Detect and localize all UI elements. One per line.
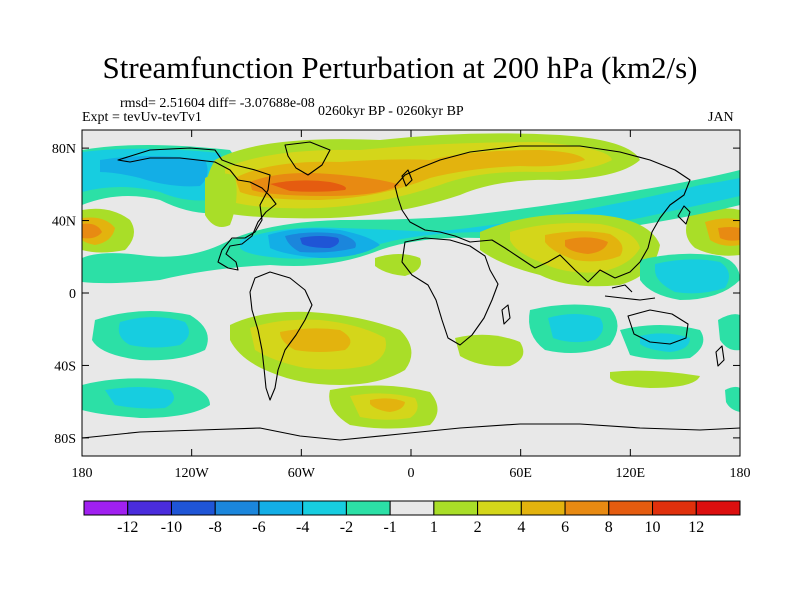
contour-region: [375, 254, 421, 276]
contour-region: [655, 259, 729, 294]
coastline-north-america: [117, 147, 277, 271]
contour-field: [82, 130, 740, 456]
lon-tick-label: 120W: [175, 466, 210, 481]
lon-tick-label: 0: [408, 466, 415, 481]
coastline-africa: [401, 237, 499, 346]
colorbar-label: -4: [296, 519, 309, 536]
coastline-australia: [627, 309, 689, 345]
contour-region: [565, 237, 608, 254]
contour-region: [205, 173, 237, 228]
coastline-madagascar: [501, 304, 511, 325]
colorbar-swatch: [345, 500, 391, 516]
contour-region: [455, 334, 524, 367]
coastline-new-zealand: [715, 345, 725, 367]
colorbar-label: -6: [252, 519, 265, 536]
contour-region: [118, 317, 189, 348]
colorbar-label: 12: [688, 519, 704, 536]
colorbar: -12 -10 -8 -6 -4 -2 -1 1 2 4 6 8 10 12: [83, 500, 741, 536]
colorbar-label: -12: [117, 519, 138, 536]
contour-region: [280, 328, 351, 352]
colorbar-label: 8: [605, 519, 613, 536]
coastline-antarctica: [82, 423, 740, 441]
plot-title: Streamfunction Perturbation at 200 hPa (…: [102, 50, 698, 85]
lat-tick-label: 80N: [52, 142, 76, 157]
colorbar-swatch: [520, 500, 566, 516]
colorbar-label: 6: [561, 519, 569, 536]
coastlines: [82, 141, 740, 441]
period-label: 0260kyr BP - 0260kyr BP: [318, 104, 464, 119]
lon-tick-label: 60E: [509, 466, 532, 481]
coastline-greenland: [284, 141, 331, 176]
lat-tick-label: 0: [69, 287, 76, 302]
contour-region: [370, 398, 405, 412]
lon-tick-label: 60W: [288, 466, 316, 481]
colorbar-label: 1: [430, 519, 438, 536]
lon-tick-label: 180: [730, 466, 751, 481]
contour-region: [270, 180, 346, 192]
colorbar-swatch: [170, 500, 216, 516]
colorbar-swatch: [258, 500, 304, 516]
lat-tick-label: 40N: [52, 215, 76, 230]
contour-region: [718, 314, 740, 351]
contour-region: [548, 314, 604, 343]
contour-region: [105, 387, 174, 409]
lon-tick-label: 120E: [616, 466, 646, 481]
coastline-south-america: [249, 271, 313, 401]
latitude-axis: 80N 40N 0 40S 80S: [52, 142, 740, 447]
colorbar-swatch: [389, 500, 435, 516]
stats-label: rmsd= 2.51604 diff= -3.07688e-08: [120, 96, 315, 111]
contour-region: [100, 156, 208, 187]
colorbar-label: -8: [209, 519, 222, 536]
contour-region: [82, 170, 740, 284]
longitude-axis: 180 120W 60W 0 60E 120E 180: [72, 130, 751, 481]
contour-region: [718, 227, 740, 241]
contour-region: [300, 236, 339, 248]
colorbar-swatch: [214, 500, 260, 516]
coastline-eurasia: [394, 145, 691, 283]
colorbar-swatch: [83, 500, 129, 516]
colorbar-swatch: [302, 500, 347, 516]
contour-region: [610, 370, 700, 388]
colorbar-swatch: [564, 500, 610, 516]
contour-region: [82, 223, 102, 239]
colorbar-label: -10: [161, 519, 182, 536]
colorbar-label: -2: [340, 519, 353, 536]
colorbar-swatch: [695, 500, 741, 516]
lat-tick-label: 40S: [54, 359, 76, 374]
colorbar-label: -1: [383, 519, 396, 536]
colorbar-label: 10: [645, 519, 661, 536]
contour-region: [640, 333, 690, 352]
coastline-uk: [401, 169, 413, 187]
colorbar-swatch: [433, 500, 479, 516]
colorbar-swatch: [652, 500, 697, 516]
colorbar-label: 4: [517, 519, 525, 536]
colorbar-swatch: [127, 500, 172, 516]
colorbar-label: 2: [474, 519, 482, 536]
lat-tick-label: 80S: [54, 432, 76, 447]
experiment-label: Expt = tevUv-tevTv1: [82, 110, 202, 125]
coastline-indonesia: [604, 284, 656, 301]
lon-tick-label: 180: [72, 466, 93, 481]
month-label: JAN: [708, 110, 734, 125]
colorbar-swatch: [477, 500, 522, 516]
colorbar-swatch: [608, 500, 654, 516]
contour-region: [725, 386, 740, 412]
coastline-japan: [677, 205, 691, 225]
